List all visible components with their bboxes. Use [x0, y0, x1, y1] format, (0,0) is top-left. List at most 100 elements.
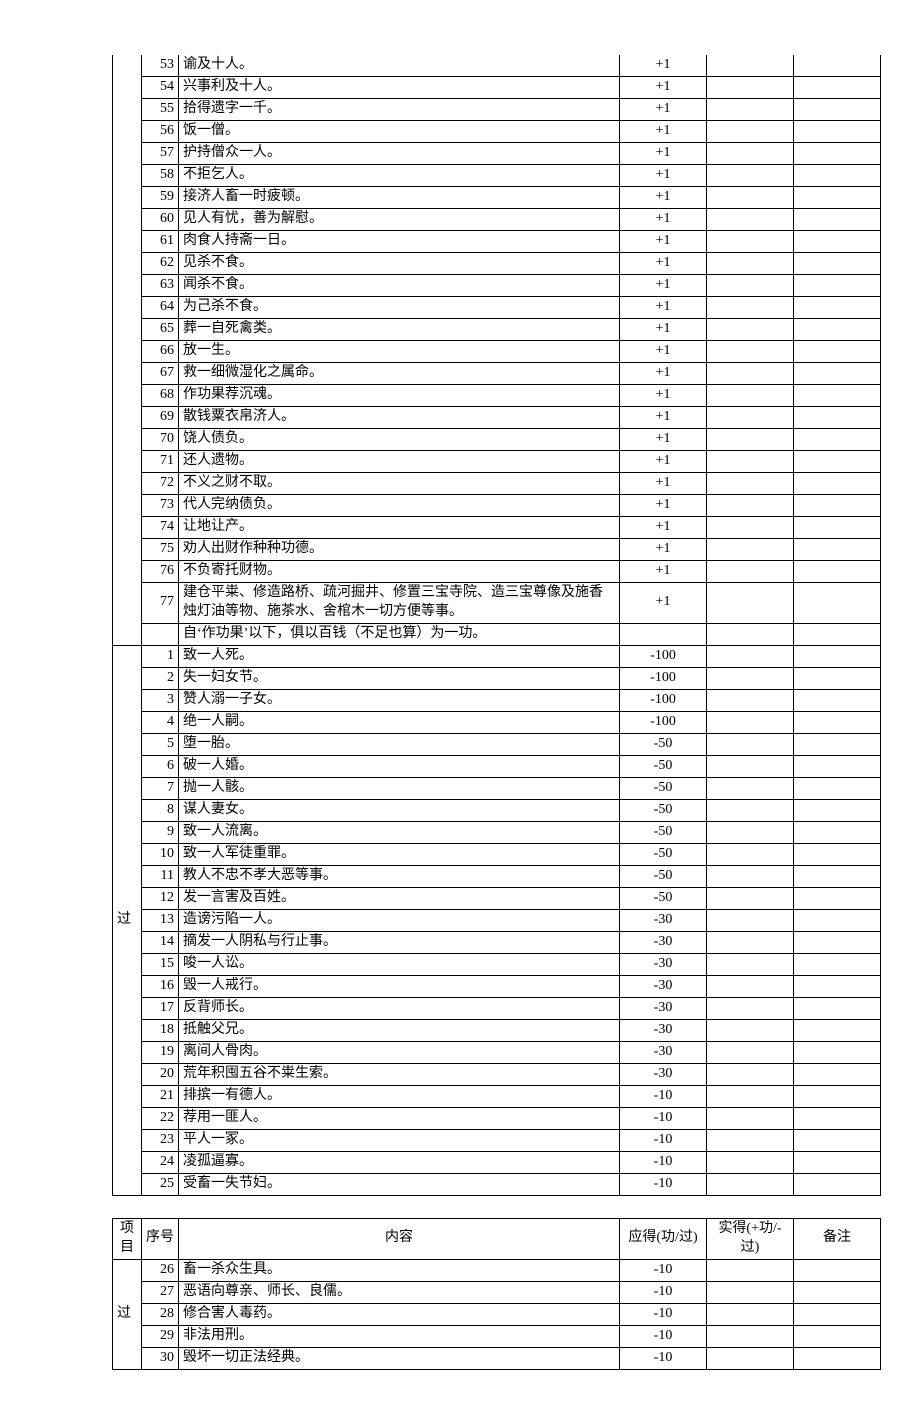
row-note — [794, 1129, 881, 1151]
row-number: 14 — [142, 931, 179, 953]
table-row: 27恶语向尊亲、师长、良儒。-10 — [113, 1281, 881, 1303]
row-text: 自‘作功果’以下，俱以百钱（不足也算）为一功。 — [179, 623, 620, 645]
row-got — [707, 319, 794, 341]
row-score: -50 — [620, 821, 707, 843]
row-score: +1 — [620, 143, 707, 165]
row-number: 11 — [142, 865, 179, 887]
row-got — [707, 689, 794, 711]
row-got — [707, 1347, 794, 1369]
row-text: 堕一胎。 — [179, 733, 620, 755]
merit-table-1: 53谕及十人。+154兴事利及十人。+155拾得遗字一千。+156饭一僧。+15… — [112, 55, 881, 1196]
header-got: 实得(+功/-过) — [707, 1218, 794, 1259]
category-cell: 过 — [113, 1259, 142, 1369]
row-note — [794, 733, 881, 755]
table-row: 56饭一僧。+1 — [113, 121, 881, 143]
row-number: 20 — [142, 1063, 179, 1085]
table-row: 20荒年积囤五谷不粜生索。-30 — [113, 1063, 881, 1085]
row-score: -10 — [620, 1085, 707, 1107]
row-note — [794, 799, 881, 821]
row-text: 建仓平粜、修造路桥、疏河掘井、修置三宝寺院、造三宝尊像及施香烛灯油等物、施茶水、… — [179, 583, 620, 624]
row-text: 发一言害及百姓。 — [179, 887, 620, 909]
row-number: 1 — [142, 645, 179, 667]
row-text: 见人有忧，善为解慰。 — [179, 209, 620, 231]
row-note — [794, 689, 881, 711]
row-text: 抵触父兄。 — [179, 1019, 620, 1041]
row-score: +1 — [620, 341, 707, 363]
row-score: -10 — [620, 1107, 707, 1129]
table-row: 29非法用刑。-10 — [113, 1325, 881, 1347]
row-text: 修合害人毒药。 — [179, 1303, 620, 1325]
row-note — [794, 99, 881, 121]
row-text: 反背师长。 — [179, 997, 620, 1019]
row-number: 9 — [142, 821, 179, 843]
row-text: 抛一人骸。 — [179, 777, 620, 799]
row-text: 荒年积囤五谷不粜生索。 — [179, 1063, 620, 1085]
row-score: +1 — [620, 495, 707, 517]
row-score: +1 — [620, 209, 707, 231]
header-score: 应得(功/过) — [620, 1218, 707, 1259]
row-number: 70 — [142, 429, 179, 451]
row-score: +1 — [620, 187, 707, 209]
row-got — [707, 1173, 794, 1195]
table-row: 74让地让产。+1 — [113, 517, 881, 539]
row-got — [707, 843, 794, 865]
row-number: 53 — [142, 55, 179, 77]
row-text: 教人不忠不孝大恶等事。 — [179, 865, 620, 887]
row-score: -10 — [620, 1281, 707, 1303]
row-number: 74 — [142, 517, 179, 539]
table-row: 71还人遗物。+1 — [113, 451, 881, 473]
row-number: 22 — [142, 1107, 179, 1129]
row-note — [794, 711, 881, 733]
row-number: 57 — [142, 143, 179, 165]
table-row: 65葬一自死禽类。+1 — [113, 319, 881, 341]
table-row: 过1致一人死。-100 — [113, 645, 881, 667]
row-number: 69 — [142, 407, 179, 429]
row-number: 58 — [142, 165, 179, 187]
row-got — [707, 55, 794, 77]
row-note — [794, 451, 881, 473]
table-row: 16毁一人戒行。-30 — [113, 975, 881, 997]
row-score: -100 — [620, 689, 707, 711]
row-text: 致一人流离。 — [179, 821, 620, 843]
table-row: 53谕及十人。+1 — [113, 55, 881, 77]
row-text: 毁一人戒行。 — [179, 975, 620, 997]
row-note — [794, 297, 881, 319]
row-note — [794, 931, 881, 953]
row-score: +1 — [620, 165, 707, 187]
row-note — [794, 1019, 881, 1041]
table-row: 54兴事利及十人。+1 — [113, 77, 881, 99]
row-note — [794, 583, 881, 624]
row-note — [794, 429, 881, 451]
row-note — [794, 1107, 881, 1129]
row-number: 28 — [142, 1303, 179, 1325]
table-row: 4绝一人嗣。-100 — [113, 711, 881, 733]
row-score: -30 — [620, 931, 707, 953]
row-score: +1 — [620, 77, 707, 99]
row-number: 18 — [142, 1019, 179, 1041]
row-text: 作功果荐沉魂。 — [179, 385, 620, 407]
table-row: 12发一言害及百姓。-50 — [113, 887, 881, 909]
row-got — [707, 495, 794, 517]
row-number: 4 — [142, 711, 179, 733]
row-number: 19 — [142, 1041, 179, 1063]
row-score: -30 — [620, 997, 707, 1019]
row-got — [707, 799, 794, 821]
row-score: -100 — [620, 645, 707, 667]
row-text: 平人一冢。 — [179, 1129, 620, 1151]
table-row: 59接济人畜一时疲顿。+1 — [113, 187, 881, 209]
row-text: 毁坏一切正法经典。 — [179, 1347, 620, 1369]
row-score: -50 — [620, 733, 707, 755]
row-number: 71 — [142, 451, 179, 473]
row-note — [794, 909, 881, 931]
row-score: +1 — [620, 583, 707, 624]
table-row: 14摘发一人阴私与行止事。-30 — [113, 931, 881, 953]
row-got — [707, 187, 794, 209]
row-note — [794, 385, 881, 407]
row-note — [794, 1347, 881, 1369]
row-got — [707, 1063, 794, 1085]
table-row: 自‘作功果’以下，俱以百钱（不足也算）为一功。 — [113, 623, 881, 645]
row-text: 非法用刑。 — [179, 1325, 620, 1347]
row-number: 7 — [142, 777, 179, 799]
table-row: 62见杀不食。+1 — [113, 253, 881, 275]
row-number: 72 — [142, 473, 179, 495]
